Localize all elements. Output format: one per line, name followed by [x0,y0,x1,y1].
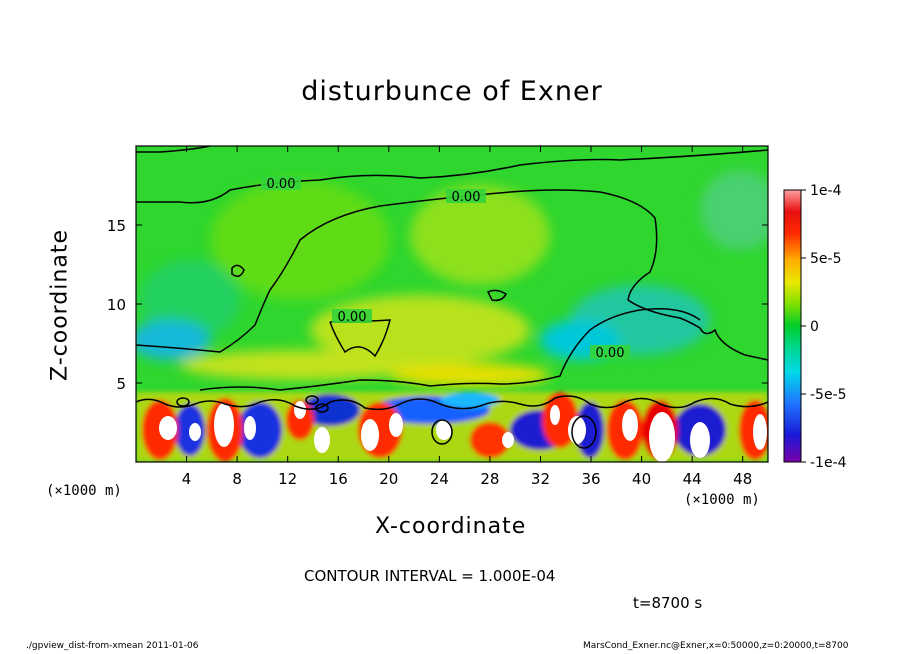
x-tick-label: 4 [182,470,192,488]
contour-label: 0.00 [338,310,367,325]
footer-left: ./gpview_dist-from-xmean 2011-01-06 [26,641,199,651]
y-axis-ticks: 5 10 15 [107,217,768,393]
y-tick-label: 5 [116,375,126,393]
x-tick-label: 16 [329,470,348,488]
x-tick-label: 48 [733,470,752,488]
contour-label: 0.00 [596,346,625,361]
x-tick-label: 12 [278,470,297,488]
contour-label-bg [261,176,301,190]
time-label: t=8700 s [633,594,703,612]
contour-label-bg [446,189,486,203]
colorbar-gradient [783,189,802,463]
contour-label-bg [332,309,372,323]
x-tick-label: 36 [581,470,600,488]
x-tick-label: 24 [430,470,449,488]
colorbar-tick-label: 0 [810,319,819,335]
colorbar-tick-label: 5e-5 [810,251,841,267]
contour-lines [136,146,768,449]
x-axis-label: X-coordinate [375,514,527,539]
x-axis-unit-right: (×1000 m) [684,492,760,508]
colorbar-tick-label: -5e-5 [810,387,847,403]
y-tick-label: 10 [107,296,126,314]
x-tick-label: 8 [232,470,242,488]
contour-label: 0.00 [452,190,481,205]
colorbar [783,189,802,463]
colorbar-ticks: 1e-4 5e-5 0 -5e-5 -1e-4 [801,183,847,471]
y-tick-label: 15 [107,217,126,235]
contour-labels: 0.00 0.00 0.00 0.00 [261,176,630,361]
x-tick-label: 20 [379,470,398,488]
contour-interval-text: CONTOUR INTERVAL = 1.000E-04 [304,567,556,585]
colorbar-tick-label: -1e-4 [810,455,847,471]
colorbar-tick-label: 1e-4 [810,183,842,199]
chart-title: disturbunce of Exner [301,76,603,107]
x-tick-label: 32 [531,470,550,488]
x-tick-label: 40 [632,470,651,488]
footer-right: MarsCond_Exner.nc@Exner,x=0:50000,z=0:20… [583,641,849,651]
contour-label: 0.00 [267,177,296,192]
x-tick-label: 44 [683,470,702,488]
x-axis-unit-left: (×1000 m) [46,483,122,499]
x-axis-ticks: 4 8 12 16 20 24 28 32 36 40 44 48 [182,146,752,488]
x-tick-label: 28 [480,470,499,488]
contour-label-bg [590,345,630,359]
